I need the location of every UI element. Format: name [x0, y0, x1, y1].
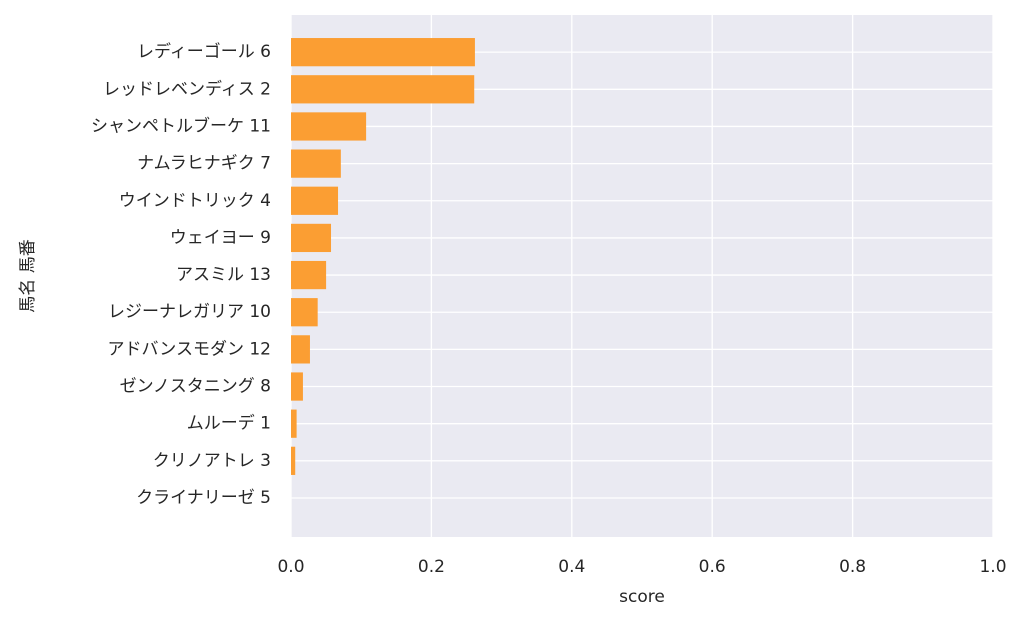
y-tick-label: クリノアトレ 3 [153, 451, 271, 471]
bar [291, 223, 332, 253]
x-tick-label: 0.8 [839, 557, 866, 577]
x-tick-label: 0.2 [418, 557, 445, 577]
bar [291, 149, 341, 178]
y-tick-label: レジーナレガリア 10 [108, 302, 271, 322]
y-tick-label: レッドレベンディス 2 [103, 78, 271, 99]
bar [291, 186, 339, 215]
bar [291, 298, 318, 327]
y-tick-label: レディーゴール 6 [137, 41, 271, 62]
bar [291, 372, 303, 401]
y-tick-label: ゼンノスタニング 8 [120, 377, 271, 397]
x-tick-label: 0.4 [558, 557, 585, 577]
y-tick-label: アスミル 13 [176, 265, 271, 285]
x-tick-label: 0.0 [277, 557, 304, 577]
bar [291, 446, 296, 475]
bar [291, 75, 475, 104]
y-tick-label: ウェイヨー 9 [170, 228, 271, 248]
bar [291, 409, 297, 438]
bar [291, 112, 367, 141]
y-tick-label: ムルーデ 1 [187, 413, 271, 434]
y-tick-label: ナムラヒナギク 7 [137, 154, 271, 174]
y-tick-label: ウインドトリック 4 [119, 191, 271, 211]
x-axis-label: score [619, 587, 665, 607]
y-tick-label: アドバンスモダン 12 [107, 339, 271, 359]
y-axis-label: 馬名 馬番 [18, 239, 38, 312]
y-tick-label: シャンペトルブーケ 11 [91, 115, 271, 136]
x-tick-label: 0.6 [699, 557, 726, 577]
bar [291, 260, 327, 290]
bar [291, 335, 310, 364]
bar [291, 38, 475, 67]
x-tick-label: 1.0 [979, 557, 1006, 577]
y-tick-label: クライナリーゼ 5 [136, 488, 271, 508]
